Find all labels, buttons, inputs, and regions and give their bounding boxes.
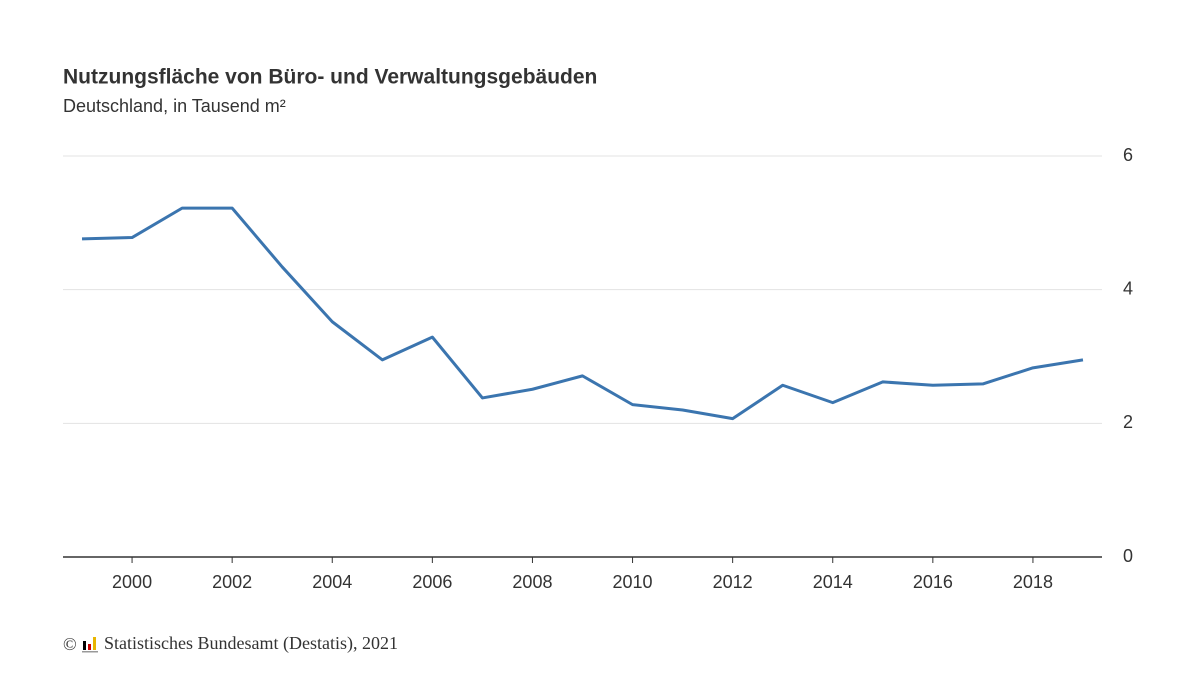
line-series	[81, 206, 1084, 421]
x-tick-label: 2000	[112, 572, 152, 592]
copyright: ©	[63, 634, 77, 654]
x-tick-label: 2004	[312, 572, 352, 592]
chart-subtitle: Deutschland, in Tausend m²	[63, 96, 286, 116]
y-tick-label: 2	[1123, 412, 1133, 432]
x-tick-label: 2012	[713, 572, 753, 592]
y-tick-label: 0	[1123, 546, 1133, 566]
x-tick-label: 2002	[212, 572, 252, 592]
destatis-logo	[82, 637, 98, 653]
y-tick-label: 4	[1123, 278, 1133, 298]
x-tick-label: 2010	[613, 572, 653, 592]
x-tick-label: 2006	[412, 572, 452, 592]
x-tick-label: 2008	[512, 572, 552, 592]
x-tick-label: 2014	[813, 572, 853, 592]
chart-title: Nutzungsfläche von Büro- und Verwaltungs…	[63, 66, 597, 89]
y-tick-label: 6	[1123, 145, 1133, 165]
x-tick-label: 2016	[913, 572, 953, 592]
source: Statistisches Bundesamt (Destatis), 2021	[104, 633, 398, 654]
x-tick-label: 2018	[1013, 572, 1053, 592]
